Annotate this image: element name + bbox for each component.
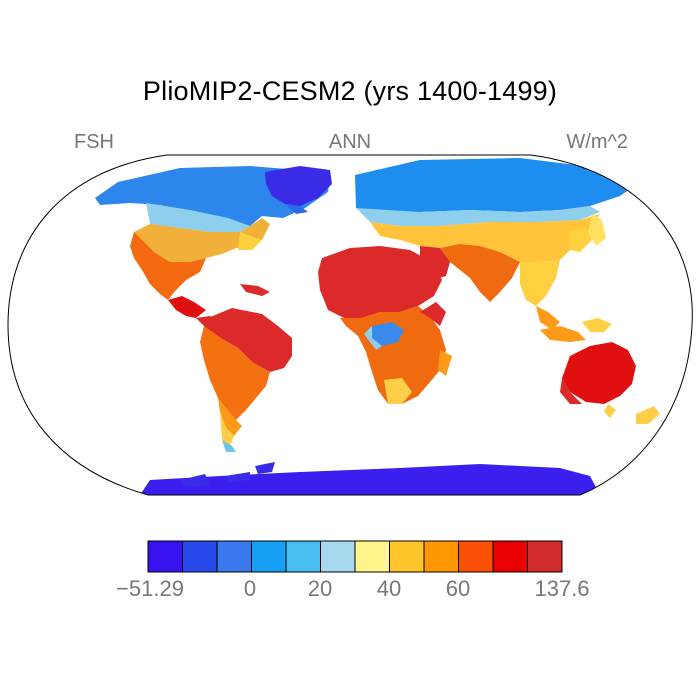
colorbar-box [492,540,528,573]
australia-landmass [560,342,660,424]
colorbar-tick-label: 137.6 [534,576,590,601]
colorbar-box [182,540,218,573]
colorbar-box [458,540,494,573]
colorbar-tick-label: 60 [445,576,471,601]
colorbar-box [147,540,183,573]
colorbar-box [320,540,356,573]
antarctica-landmass [140,462,600,495]
colorbar-box [423,540,459,573]
south-america-landmass [200,308,292,452]
greenland [265,166,332,206]
colorbar-tick-label: 0 [243,576,257,601]
colorbar-tick-label: 20 [307,576,333,601]
colorbar-box [285,540,321,573]
colorbar-tick-label: 40 [376,576,402,601]
colorbar-tick-label: −51.29 [116,576,184,601]
colorbar-box [216,540,252,573]
variable-label: FSH [74,131,114,153]
africa-landmass [318,246,452,404]
colorbar-box [527,540,563,573]
colorbar-box [251,540,287,573]
map-title: PlioMIP2-CESM2 (yrs 1400-1499) [142,76,558,106]
units-label: W/m^2 [566,131,628,153]
season-label: ANN [328,131,372,153]
eurasia-landmass [355,158,640,330]
colorbar-boxes [147,540,563,573]
colorbar-box [354,540,390,573]
colorbar-box [389,540,425,573]
